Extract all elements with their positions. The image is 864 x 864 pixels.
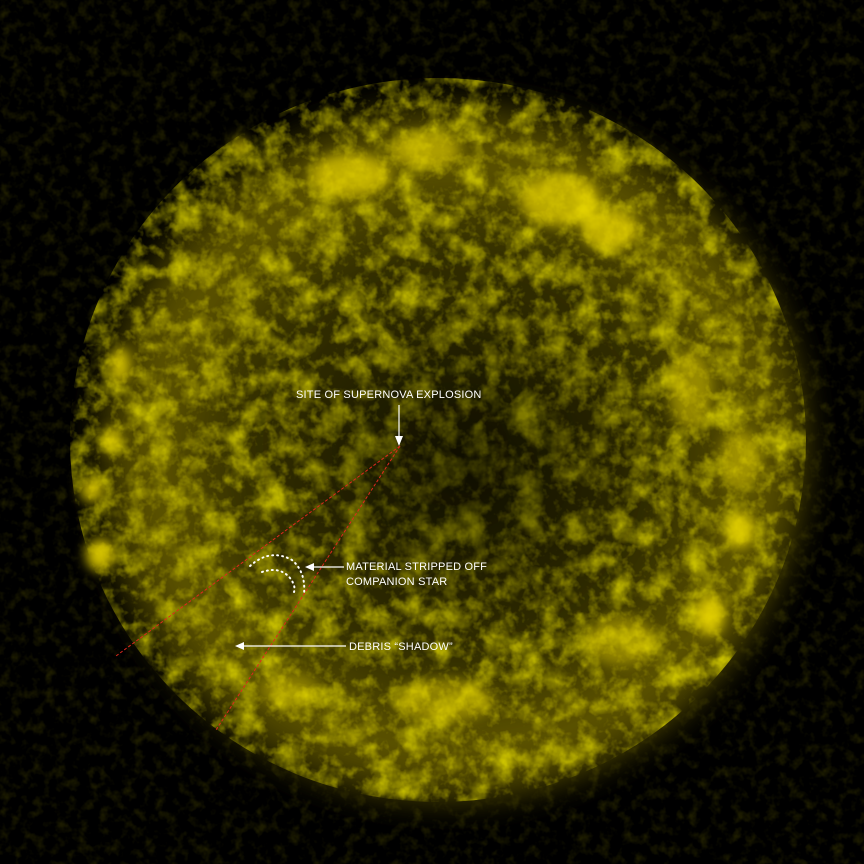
- material-arrowhead: [305, 563, 314, 571]
- stripped-material-label: MATERIAL STRIPPED OFF COMPANION STAR: [346, 560, 487, 590]
- site-arrowhead: [395, 436, 403, 446]
- annotation-arrows: [235, 405, 403, 650]
- site-of-explosion-label: SITE OF SUPERNOVA EXPLOSION: [296, 389, 482, 401]
- stripped-material-label-line1: MATERIAL STRIPPED OFF: [346, 561, 488, 573]
- debris-shadow-lines: [115, 445, 401, 731]
- debris-shadow-label: DEBRIS “SHADOW”: [349, 641, 453, 653]
- material-dotted-outline: [249, 554, 306, 595]
- stripped-material-label-line2: COMPANION STAR: [346, 576, 448, 588]
- bright-knots: [80, 132, 760, 722]
- debris-arrowhead: [235, 642, 244, 650]
